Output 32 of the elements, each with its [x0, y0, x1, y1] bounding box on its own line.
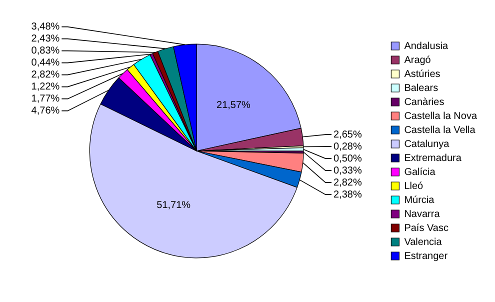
legend-label: Andalusia — [404, 40, 449, 52]
data-label: 0,50% — [334, 153, 362, 164]
data-label: 3,48% — [31, 22, 60, 33]
data-label: 2,82% — [31, 70, 60, 81]
legend-label: Balears — [404, 82, 438, 94]
data-label: 0,83% — [31, 46, 60, 57]
legend-label: Navarra — [404, 208, 440, 220]
legend-label: Galícia — [404, 166, 436, 178]
data-label: 51,71% — [156, 200, 191, 211]
legend-label: Lleó — [404, 180, 424, 192]
data-label: 0,33% — [334, 165, 362, 176]
data-label: 4,76% — [31, 106, 60, 117]
data-label: 1,77% — [31, 94, 60, 105]
legend-label: Extremadura — [404, 152, 462, 164]
data-label: 2,82% — [334, 177, 362, 188]
data-label: 2,65% — [334, 129, 362, 140]
legend-label: País Vasc — [404, 222, 448, 234]
legend-label: Aragó — [404, 54, 432, 66]
data-label: 0,28% — [334, 141, 362, 152]
legend-label: Castella la Nova — [404, 110, 478, 122]
legend-label: Valencia — [404, 236, 442, 248]
legend-label: Castella la Vella — [404, 124, 476, 136]
data-label: 2,38% — [334, 189, 362, 200]
legend-label: Estranger — [404, 250, 448, 262]
legend-label: Catalunya — [404, 138, 450, 150]
data-label: 0,44% — [31, 58, 60, 69]
data-label: 2,43% — [31, 34, 60, 45]
data-label: 1,22% — [31, 82, 60, 93]
legend-label: Astúries — [404, 68, 440, 80]
legend-label: Múrcia — [404, 194, 435, 206]
data-label: 21,57% — [216, 100, 251, 111]
legend-label: Canàries — [404, 96, 444, 108]
